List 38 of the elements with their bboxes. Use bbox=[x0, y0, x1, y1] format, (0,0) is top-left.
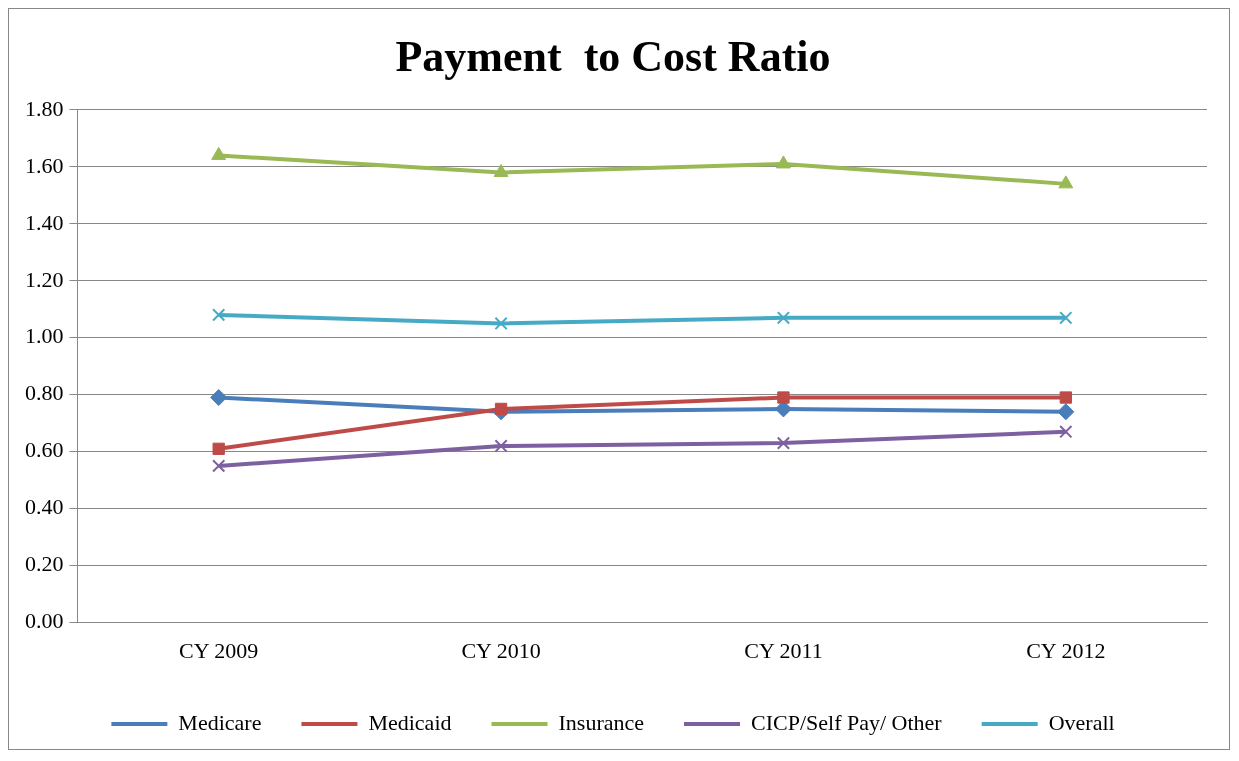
x-tick-label: CY 2011 bbox=[744, 637, 823, 663]
y-tick-label: 0.60 bbox=[25, 437, 64, 463]
point bbox=[1058, 175, 1074, 189]
y-tick-label: 0.00 bbox=[25, 608, 64, 634]
chart-title: Payment to Cost Ratio bbox=[395, 31, 831, 81]
x-tick-label: CY 2010 bbox=[461, 637, 541, 663]
y-tick-label: 0.40 bbox=[25, 494, 64, 520]
point bbox=[212, 442, 225, 455]
point bbox=[494, 316, 508, 331]
x-tick-label: CY 2009 bbox=[179, 637, 259, 663]
point bbox=[210, 389, 228, 407]
legend-label: Overall bbox=[1048, 709, 1115, 735]
point bbox=[1059, 391, 1072, 404]
y-tick-label: 1.40 bbox=[25, 209, 64, 235]
y-tick-label: 0.20 bbox=[25, 551, 64, 577]
y-tick-label: 1.00 bbox=[25, 323, 64, 349]
point bbox=[494, 402, 508, 416]
point bbox=[493, 163, 509, 177]
legend-label: CICP/Self Pay/ Other bbox=[751, 709, 943, 735]
point bbox=[211, 146, 227, 160]
point bbox=[777, 391, 790, 404]
point bbox=[776, 436, 791, 450]
point bbox=[494, 439, 508, 453]
legend-label: Medicare bbox=[178, 709, 262, 735]
point bbox=[212, 459, 226, 473]
y-tick-label: 1.80 bbox=[25, 95, 64, 121]
legend-label: Insurance bbox=[558, 709, 645, 735]
legend-label: Medicaid bbox=[368, 709, 452, 735]
point bbox=[776, 155, 791, 169]
y-tick-label: 0.80 bbox=[25, 380, 64, 406]
point bbox=[212, 308, 226, 322]
y-tick-label: 1.60 bbox=[25, 152, 64, 178]
x-tick-label: CY 2012 bbox=[1026, 637, 1106, 663]
point bbox=[776, 311, 791, 325]
point bbox=[1059, 425, 1073, 439]
point bbox=[1057, 403, 1075, 421]
y-tick-label: 1.20 bbox=[25, 266, 64, 292]
point bbox=[1059, 311, 1073, 325]
